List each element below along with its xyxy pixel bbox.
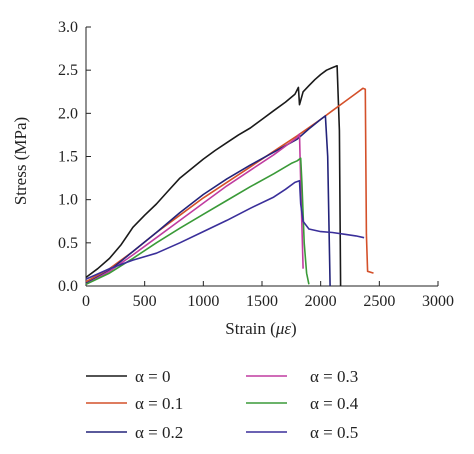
y-tick-label: 2.5: [58, 62, 78, 79]
series-line-3: [85, 133, 304, 286]
x-axis-ticks: 0 500 1000 1500 2000 2500 3000: [82, 281, 454, 310]
series-lines: [85, 65, 374, 287]
y-axis-ticks: 0.0 0.5 1.0 1.5 2.0 2.5 3.0: [58, 19, 91, 295]
series-line-4: [85, 157, 310, 286]
x-tick-label: 2500: [363, 293, 395, 310]
legend: α = 0 α = 0.1 α = 0.2 α = 0.3 α = 0.4 α = 0.5: [86, 367, 359, 442]
series-line-1: [85, 87, 374, 283]
y-tick-label: 1.5: [58, 149, 78, 166]
legend-label-0: α = 0: [135, 367, 171, 386]
x-tick-label: 500: [133, 293, 157, 310]
legend-label-4: α = 0.4: [310, 394, 359, 413]
x-tick-label: 2000: [305, 293, 337, 310]
x-tick-label: 1500: [246, 293, 278, 310]
y-tick-label: 3.0: [58, 19, 78, 36]
legend-label-3: α = 0.3: [310, 367, 358, 386]
legend-label-2: α = 0.2: [135, 423, 183, 442]
x-axis-title-prefix: Strain (: [225, 319, 276, 338]
x-tick-label: 0: [82, 293, 90, 310]
legend-label-5: α = 0.5: [310, 423, 358, 442]
y-tick-label: 0.0: [58, 278, 78, 295]
x-axis-title: Strain (με): [225, 319, 296, 338]
y-tick-label: 2.0: [58, 105, 78, 122]
series-line-5: [85, 179, 365, 280]
series-line-0: [85, 65, 342, 287]
legend-label-1: α = 0.1: [135, 394, 183, 413]
series-line-2: [85, 115, 331, 287]
x-axis-title-suffix: ): [291, 319, 297, 338]
y-tick-label: 0.5: [58, 235, 78, 252]
x-tick-label: 3000: [422, 293, 454, 310]
x-axis-title-unit: με: [275, 319, 292, 338]
y-tick-label: 1.0: [58, 192, 78, 209]
x-tick-label: 1000: [187, 293, 219, 310]
y-axis-title: Stress (MPa): [11, 117, 30, 205]
